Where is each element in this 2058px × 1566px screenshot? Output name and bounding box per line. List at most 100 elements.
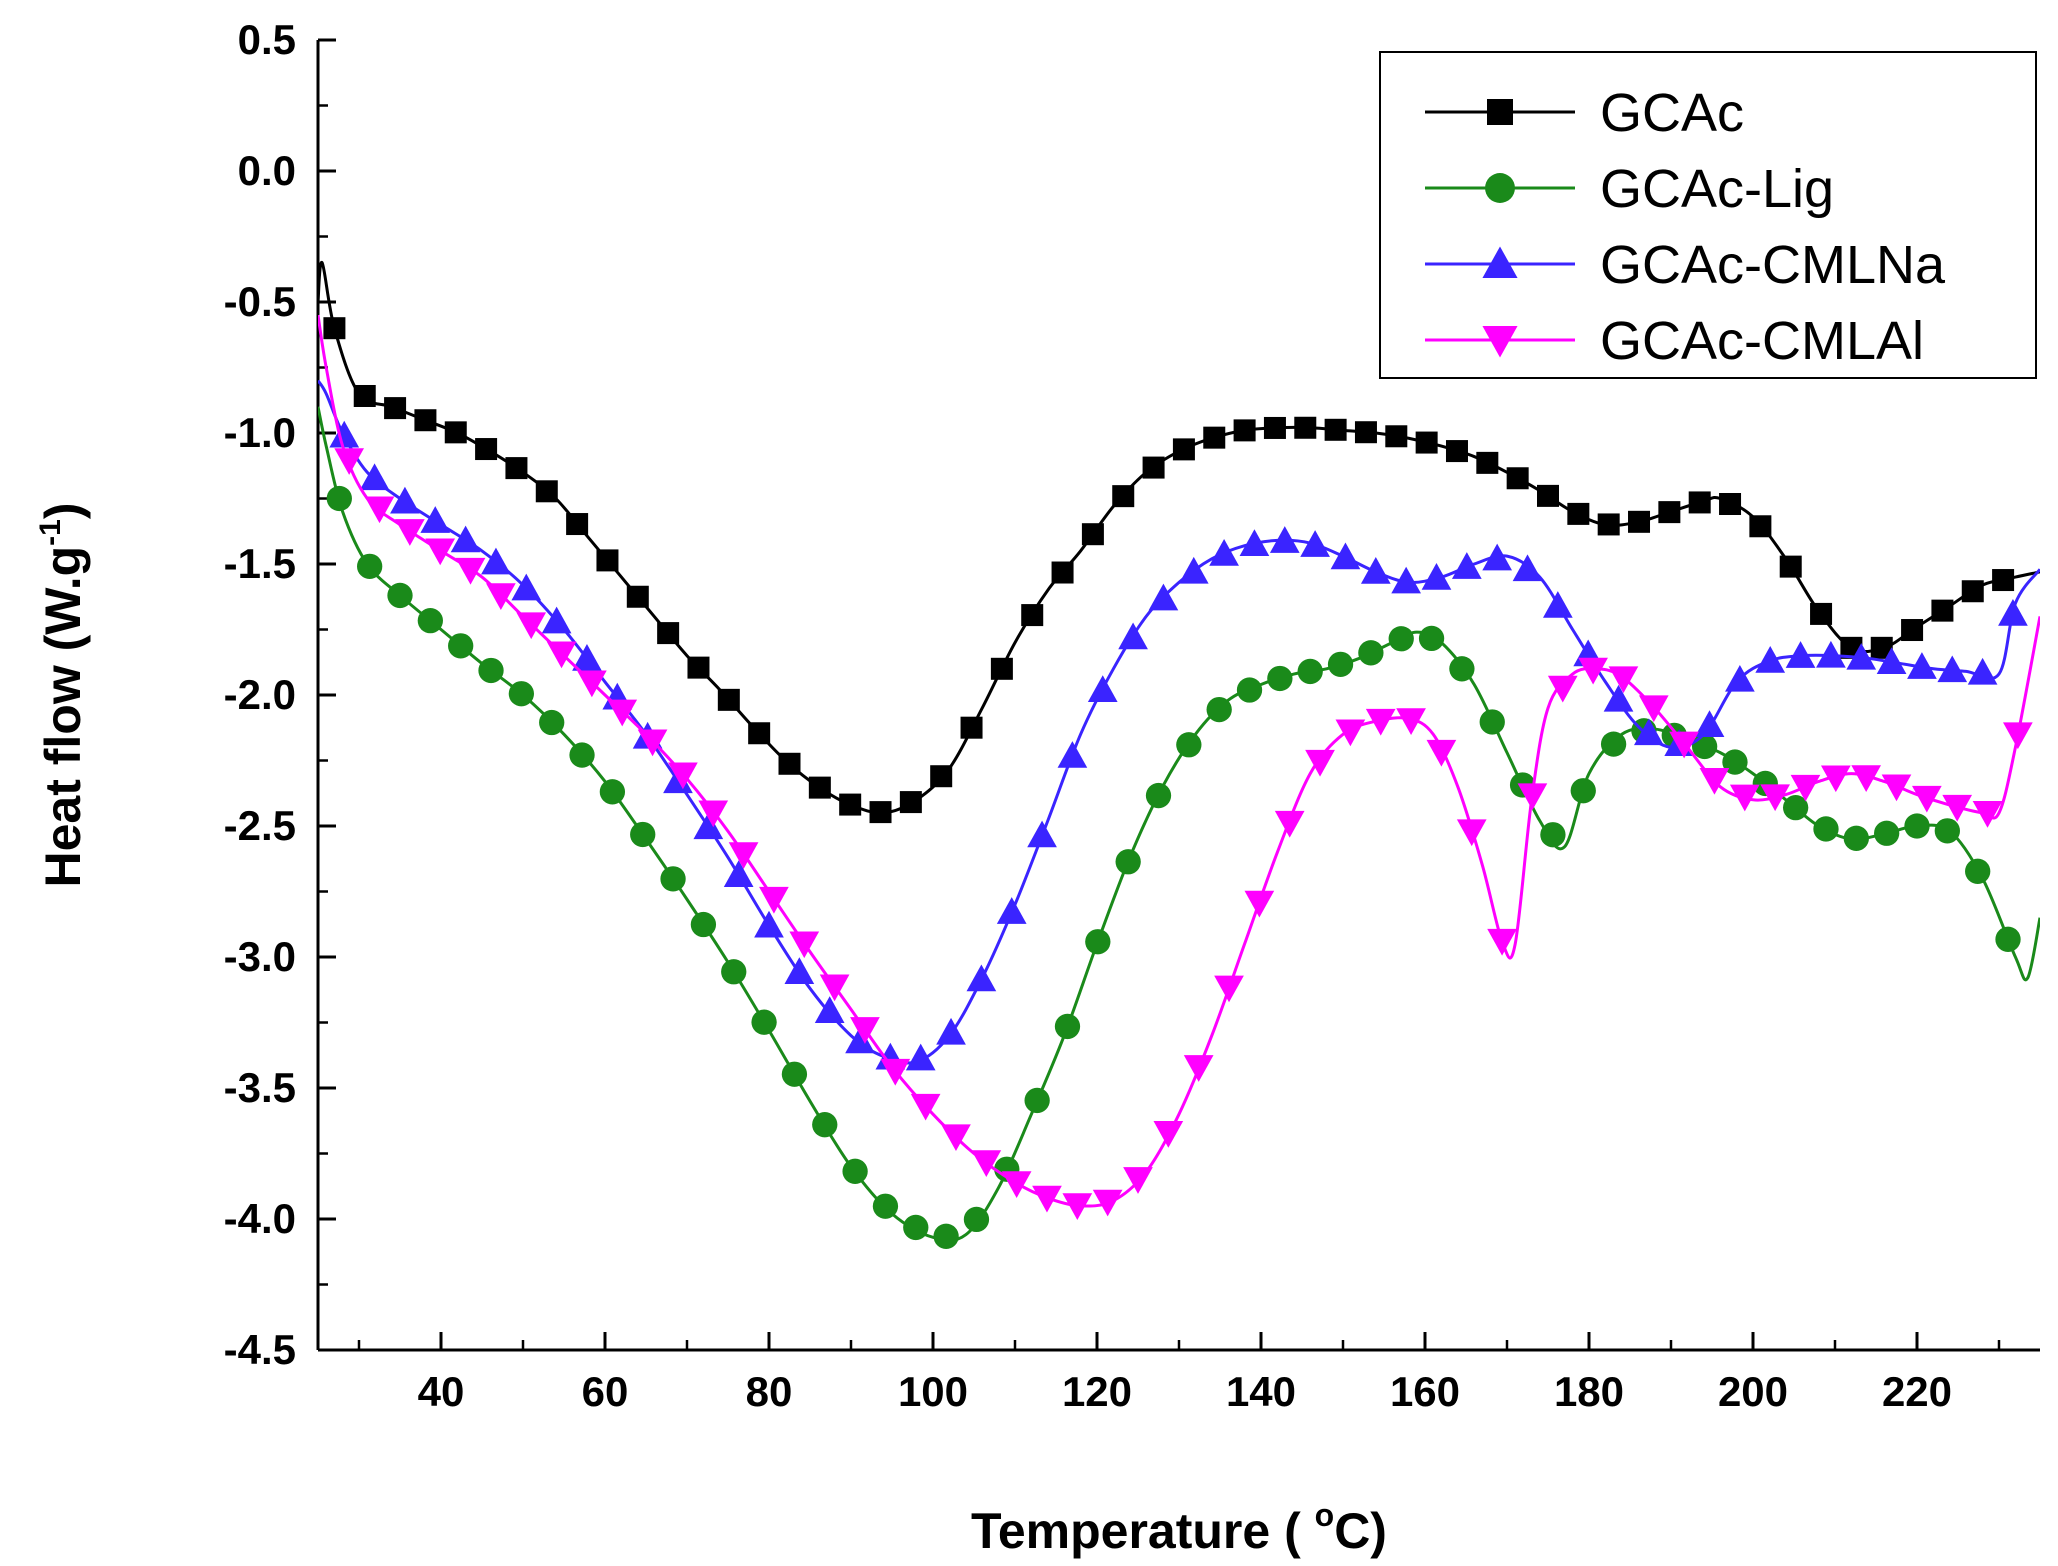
data-point bbox=[1239, 529, 1270, 556]
data-point bbox=[1269, 526, 1300, 553]
data-point bbox=[1972, 801, 2003, 828]
data-point bbox=[1658, 501, 1681, 524]
data-point bbox=[990, 657, 1013, 680]
data-point bbox=[1691, 733, 1718, 760]
data-point bbox=[1115, 849, 1141, 875]
data-point bbox=[1603, 684, 1634, 712]
data-point bbox=[1051, 561, 1074, 584]
data-point bbox=[698, 800, 729, 828]
data-point bbox=[812, 1112, 838, 1138]
data-point bbox=[905, 1043, 936, 1071]
data-point bbox=[963, 1206, 990, 1233]
data-point bbox=[329, 420, 360, 448]
data-point bbox=[1214, 975, 1244, 1003]
data-point bbox=[1537, 484, 1559, 507]
data-point bbox=[899, 791, 922, 814]
y-tick-label: -1.5 bbox=[224, 540, 296, 587]
data-point bbox=[450, 525, 481, 553]
data-point bbox=[1547, 675, 1578, 703]
data-point bbox=[1881, 774, 1912, 802]
data-point bbox=[1843, 825, 1869, 851]
data-point bbox=[1934, 818, 1960, 844]
data-point bbox=[1820, 765, 1851, 793]
data-point bbox=[546, 641, 577, 669]
data-point bbox=[2003, 722, 2033, 750]
data-point bbox=[1779, 555, 1802, 578]
data-point bbox=[1998, 599, 2028, 626]
data-point bbox=[1482, 543, 1513, 571]
data-point bbox=[1391, 566, 1421, 594]
data-point bbox=[455, 557, 486, 585]
data-point bbox=[481, 547, 511, 575]
y-axis-title-superscript: -1 bbox=[34, 519, 67, 546]
x-tick-label: 180 bbox=[1554, 1368, 1624, 1415]
data-point bbox=[814, 996, 845, 1023]
data-point bbox=[1153, 1121, 1184, 1148]
series-GCAc bbox=[318, 261, 2040, 824]
data-point bbox=[1755, 645, 1786, 673]
data-point bbox=[1810, 602, 1833, 625]
data-point bbox=[1790, 774, 1821, 802]
data-point bbox=[1669, 731, 1699, 759]
y-tick-label: -3.0 bbox=[224, 933, 296, 980]
data-point bbox=[748, 722, 771, 745]
data-point bbox=[384, 397, 407, 420]
data-point bbox=[1388, 626, 1414, 652]
data-point bbox=[1512, 554, 1543, 582]
data-point bbox=[505, 457, 528, 480]
data-point bbox=[364, 496, 395, 524]
data-point bbox=[516, 612, 547, 640]
data-point bbox=[1415, 431, 1438, 454]
series-layer bbox=[318, 261, 2040, 1249]
x-tick-label: 220 bbox=[1882, 1368, 1952, 1415]
data-point bbox=[693, 812, 724, 840]
y-axis-title-main: Heat flow (W.g bbox=[35, 546, 91, 888]
data-point bbox=[1638, 695, 1669, 723]
data-point bbox=[1418, 625, 1445, 652]
data-point bbox=[668, 762, 698, 790]
data-point bbox=[728, 842, 759, 869]
data-point bbox=[1876, 647, 1907, 674]
data-point bbox=[1540, 822, 1566, 848]
data-point bbox=[569, 742, 595, 768]
data-point bbox=[903, 1214, 929, 1241]
data-point bbox=[630, 821, 656, 848]
data-point bbox=[1123, 1167, 1153, 1194]
data-point bbox=[1476, 451, 1499, 474]
data-point bbox=[751, 1009, 777, 1035]
y-tick-label: -0.5 bbox=[224, 278, 296, 325]
data-point bbox=[1148, 583, 1179, 611]
data-point bbox=[1062, 1193, 1093, 1220]
data-point bbox=[1209, 538, 1239, 566]
data-point bbox=[1487, 928, 1517, 956]
data-point bbox=[1965, 858, 1991, 884]
data-point bbox=[353, 384, 376, 407]
y-tick-label: -3.5 bbox=[224, 1064, 296, 1111]
data-point bbox=[1456, 819, 1487, 847]
data-point bbox=[933, 1223, 959, 1249]
data-point bbox=[1782, 795, 1809, 821]
y-axis-title: Heat flow (W.g-1) bbox=[34, 503, 91, 888]
data-point bbox=[778, 752, 801, 775]
data-point bbox=[690, 911, 717, 938]
data-point bbox=[1294, 416, 1317, 439]
x-axis-title: Temperature ( oC) bbox=[971, 1497, 1387, 1559]
data-point bbox=[1024, 1087, 1050, 1114]
data-point bbox=[1360, 557, 1391, 584]
data-point bbox=[425, 538, 456, 566]
data-point bbox=[754, 910, 784, 938]
data-point bbox=[1451, 552, 1482, 579]
data-point bbox=[1785, 641, 1816, 668]
data-point bbox=[323, 317, 346, 340]
data-point bbox=[414, 409, 437, 432]
data-point bbox=[607, 699, 638, 727]
data-point bbox=[781, 1061, 808, 1087]
data-point bbox=[1995, 926, 2021, 952]
x-tick-label: 40 bbox=[418, 1368, 465, 1415]
data-point bbox=[1749, 515, 1772, 538]
data-point bbox=[960, 716, 983, 739]
legend-label: GCAc-CMLAl bbox=[1600, 311, 1924, 371]
data-point bbox=[511, 573, 542, 601]
data-point bbox=[1813, 816, 1839, 842]
data-point bbox=[1274, 810, 1305, 838]
